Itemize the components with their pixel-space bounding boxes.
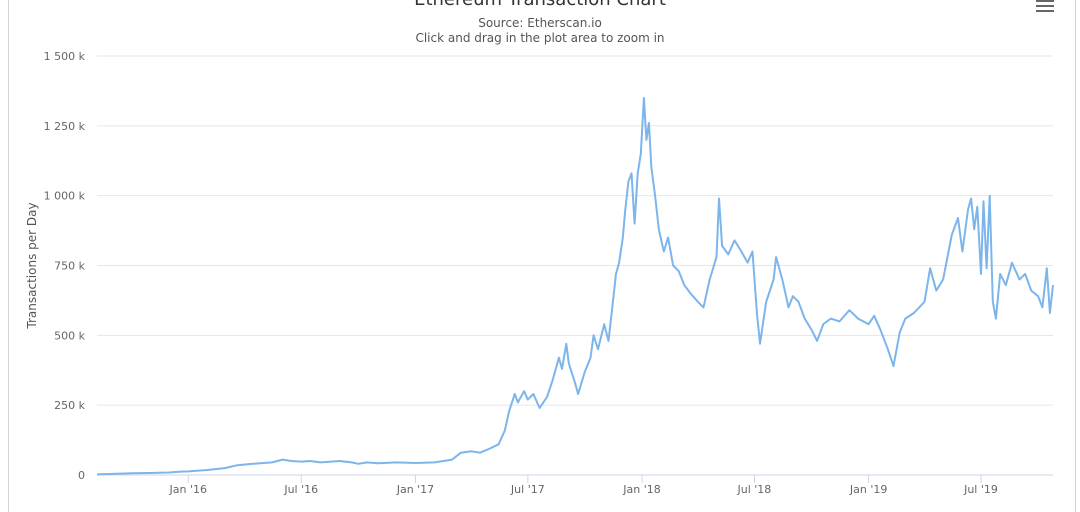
x-tick-label: Jan '19 xyxy=(849,483,887,496)
chart-subtitle: Source: Etherscan.io xyxy=(478,16,602,30)
y-tick-label: 250 k xyxy=(54,399,85,412)
chart-title: Ethereum Transaction Chart xyxy=(0,0,1080,10)
x-axis-ticks: Jan '16 Jul '16 Jan '17 Jul '17 Jan '18 Jul '… xyxy=(169,475,998,496)
y-axis-ticks: 0 250 k 500 k 750 k 1 000 k 1 250 k 1 500 k xyxy=(44,50,86,482)
y-tick-label: 1 000 k xyxy=(44,190,86,203)
x-tick-label: Jul '19 xyxy=(963,483,998,496)
hamburger-icon xyxy=(1036,0,1054,2)
series-line[interactable] xyxy=(96,96,1054,476)
zoom-instruction: Click and drag in the plot area to zoom … xyxy=(415,31,665,45)
y-tick-label: 0 xyxy=(78,469,85,482)
y-axis-title: Transactions per Day xyxy=(25,202,39,329)
x-tick-label: Jul '16 xyxy=(283,483,318,496)
chart-left-border xyxy=(8,0,9,512)
x-tick-label: Jan '16 xyxy=(169,483,207,496)
y-tick-label: 1 250 k xyxy=(44,120,86,133)
y-tick-label: 500 k xyxy=(54,329,85,342)
x-tick-label: Jul '17 xyxy=(510,483,545,496)
x-tick-label: Jan '18 xyxy=(622,483,660,496)
y-tick-label: 1 500 k xyxy=(44,50,86,63)
chart-right-border xyxy=(1075,0,1076,512)
y-tick-label: 750 k xyxy=(54,260,85,273)
x-tick-label: Jul '18 xyxy=(737,483,772,496)
hamburger-icon-bar xyxy=(1036,5,1054,7)
x-tick-label: Jan '17 xyxy=(396,483,434,496)
grid-lines xyxy=(97,55,1053,406)
chart-menu-button[interactable] xyxy=(1036,0,1054,12)
hamburger-icon-bar xyxy=(1036,10,1054,12)
